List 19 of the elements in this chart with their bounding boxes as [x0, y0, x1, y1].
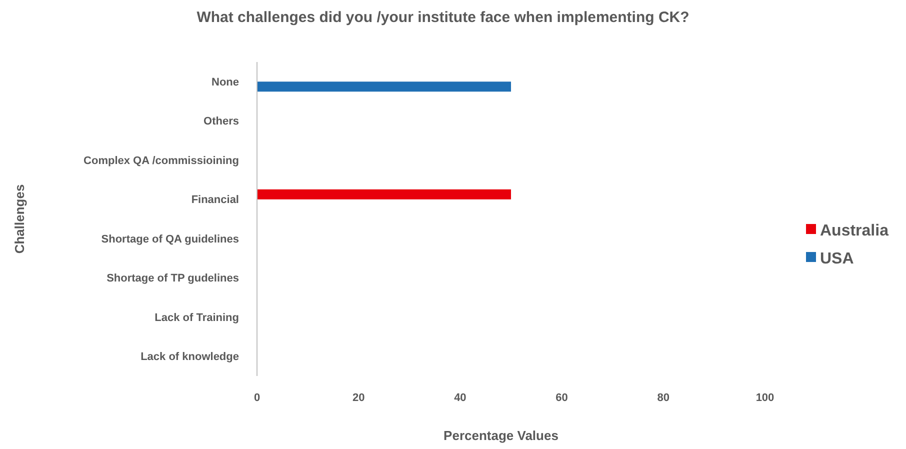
x-tick-label: 20 — [352, 392, 365, 404]
legend-label: USA — [820, 250, 854, 268]
x-axis-title: Percentage Values — [444, 428, 558, 443]
x-tick-label: 40 — [454, 392, 466, 404]
chart-title: What challenges did you /your institute face when implementing CK? — [196, 9, 690, 26]
x-tick-label: 100 — [756, 392, 774, 404]
legend-label: Australia — [820, 222, 889, 240]
y-tick-label: None — [212, 76, 239, 88]
y-tick-label: Shortage of QA guidelines — [101, 233, 239, 246]
y-tick-label: Shortage of TP gudelines — [106, 272, 239, 285]
x-tick-label: 60 — [556, 392, 568, 404]
x-tick-label: 80 — [657, 392, 670, 404]
y-axis-title: Challenges — [12, 184, 27, 254]
y-tick-label: Lack of Training — [154, 312, 239, 324]
x-tick-label: 0 — [254, 392, 260, 404]
y-tick-label: Lack of knowledge — [140, 351, 239, 364]
y-tick-label: Financial — [191, 194, 239, 206]
y-tick-label: Others — [204, 116, 239, 128]
y-tick-label: Complex QA /commissioining — [84, 154, 239, 167]
